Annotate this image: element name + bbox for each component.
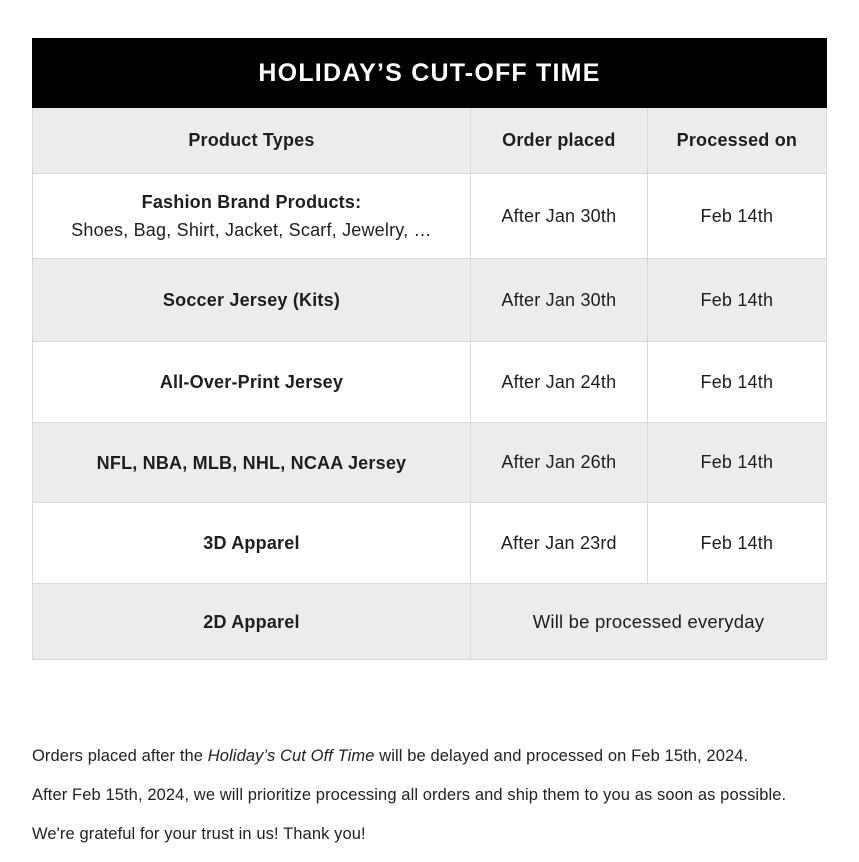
processed-on-cell: Feb 14th	[646, 423, 826, 502]
footer-note-1-italic: Holiday’s Cut Off Time	[207, 747, 375, 765]
footer-notes: Orders placed after the Holiday’s Cut Of…	[32, 737, 832, 854]
table-header-row: Product Types Order placed Processed on	[33, 108, 826, 173]
product-name: Fashion Brand Products:	[141, 192, 362, 212]
table-title-bar: HOLIDAY’S CUT-OFF TIME	[32, 38, 827, 108]
footer-note-1: Orders placed after the Holiday’s Cut Of…	[32, 737, 832, 776]
footer-note-3: We're grateful for your trust in us! Tha…	[32, 825, 366, 843]
order-placed-cell: After Jan 30th	[469, 174, 647, 258]
cutoff-table: HOLIDAY’S CUT-OFF TIME Product Types Ord…	[32, 38, 827, 660]
order-placed-cell: After Jan 26th	[469, 423, 647, 502]
page-title: HOLIDAY’S CUT-OFF TIME	[258, 58, 601, 87]
footer-note-2: After Feb 15th, 2024, we will prioritize…	[32, 786, 787, 804]
footer-note-1-suffix: will be delayed and processed on Feb 15t…	[374, 747, 749, 765]
product-cell: Soccer Jersey (Kits)	[162, 290, 341, 310]
order-placed-cell: After Jan 30th	[469, 259, 647, 341]
processed-on-cell: Feb 14th	[646, 503, 826, 583]
column-header-product-types: Product Types	[188, 130, 315, 150]
product-cell: 3D Apparel	[203, 533, 300, 553]
order-placed-cell: After Jan 24th	[469, 342, 647, 422]
processed-on-cell: Feb 14th	[646, 174, 826, 258]
column-header-order-placed: Order placed	[469, 108, 647, 173]
table-body: Product Types Order placed Processed on …	[32, 108, 827, 660]
processed-on-cell: Feb 14th	[646, 342, 826, 422]
processed-on-cell: Feb 14th	[646, 259, 826, 341]
table-row-all-over-print: All-Over-Print Jersey After Jan 24th Feb…	[33, 341, 826, 422]
table-row-league-jersey: NFL, NBA, MLB, NHL, NCAA Jersey After Ja…	[33, 422, 826, 502]
table-row-soccer-jersey: Soccer Jersey (Kits) After Jan 30th Feb …	[33, 258, 826, 341]
product-subtext: Shoes, Bag, Shirt, Jacket, Scarf, Jewelr…	[71, 220, 432, 240]
table-row-fashion-brand: Fashion Brand Products: Shoes, Bag, Shir…	[33, 173, 826, 258]
product-cell: NFL, NBA, MLB, NHL, NCAA Jersey	[96, 452, 407, 473]
product-cell: 2D Apparel	[203, 611, 300, 632]
table-row-2d-apparel: 2D Apparel Will be processed everyday	[33, 583, 826, 659]
merged-note-cell: Will be processed everyday	[469, 584, 826, 659]
column-header-processed-on: Processed on	[646, 108, 826, 173]
table-row-3d-apparel: 3D Apparel After Jan 23rd Feb 14th	[33, 502, 826, 583]
product-cell: All-Over-Print Jersey	[159, 372, 344, 392]
order-placed-cell: After Jan 23rd	[469, 503, 647, 583]
footer-note-1-prefix: Orders placed after the	[32, 747, 208, 765]
product-cell: Fashion Brand Products: Shoes, Bag, Shir…	[33, 174, 470, 258]
